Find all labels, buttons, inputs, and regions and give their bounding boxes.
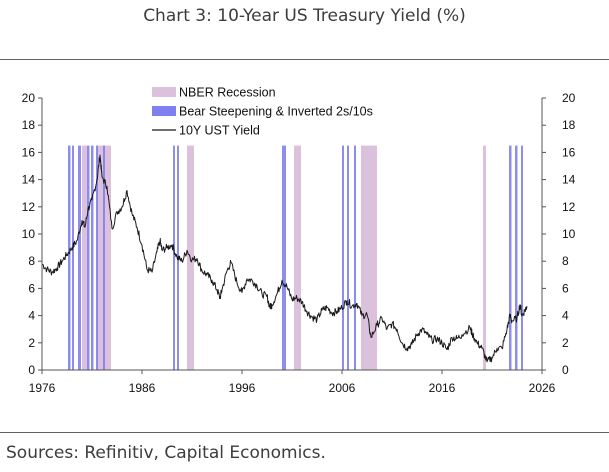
y-tick-label-left: 20 bbox=[22, 91, 36, 105]
y-tick-label-left: 18 bbox=[22, 118, 36, 132]
y-tick-label-right: 12 bbox=[562, 200, 576, 214]
y-tick-label-left: 10 bbox=[22, 227, 36, 241]
bear-steepening-band bbox=[87, 145, 90, 370]
chart-title: Chart 3: 10-Year US Treasury Yield (%) bbox=[143, 6, 466, 26]
yield-line-layer bbox=[41, 154, 528, 363]
bear-steepening-band bbox=[68, 145, 71, 370]
bear-steepening-band bbox=[78, 145, 81, 370]
source-note: Sources: Refinitiv, Capital Economics. bbox=[6, 443, 326, 463]
bear-steepening-band bbox=[96, 145, 98, 370]
legend: NBER Recession Bear Steepening & Inverted… bbox=[152, 86, 373, 138]
recession-band bbox=[483, 145, 486, 370]
yield-line bbox=[41, 154, 528, 363]
y-tick-label-left: 16 bbox=[22, 145, 36, 159]
legend-label: 10Y UST Yield bbox=[179, 124, 260, 138]
y-tick-label-right: 14 bbox=[562, 173, 576, 187]
bottom-divider bbox=[0, 432, 609, 433]
y-tick-label-left: 8 bbox=[28, 254, 35, 268]
x-tick-label: 2006 bbox=[329, 381, 356, 395]
recession-band bbox=[361, 145, 377, 370]
y-tick-label-right: 18 bbox=[562, 118, 576, 132]
y-tick-label-right: 0 bbox=[562, 363, 569, 377]
x-tick-label: 1986 bbox=[129, 381, 156, 395]
y-tick-label-right: 6 bbox=[562, 281, 569, 295]
recession-band bbox=[294, 145, 301, 370]
y-tick-label-right: 10 bbox=[562, 227, 576, 241]
y-tick-label-right: 8 bbox=[562, 254, 569, 268]
bear-steepening-band bbox=[282, 145, 286, 370]
y-tick-label-left: 6 bbox=[28, 281, 35, 295]
recession-band bbox=[82, 145, 87, 370]
y-tick-label-left: 0 bbox=[28, 363, 35, 377]
x-tick-label: 2016 bbox=[429, 381, 456, 395]
y-tick-label-right: 4 bbox=[562, 309, 569, 323]
y-tick-label-right: 20 bbox=[562, 91, 576, 105]
bear-steepening-band bbox=[91, 145, 94, 370]
x-tick-label: 1996 bbox=[229, 381, 256, 395]
bear-steepening-band bbox=[72, 145, 74, 370]
x-tick-label: 2026 bbox=[529, 381, 556, 395]
top-divider bbox=[0, 59, 609, 60]
x-tick-label: 1976 bbox=[29, 381, 56, 395]
bear-steepening-band bbox=[521, 145, 523, 370]
legend-swatch bbox=[152, 106, 176, 116]
legend-swatch bbox=[152, 87, 176, 97]
y-tick-label-left: 14 bbox=[22, 173, 36, 187]
bear-steepening-band bbox=[515, 145, 518, 370]
chart-area: 0 2 4 6 8 10 12 14 16 18 20 0 2 4 6 8 10 12 14 16 18 20 1976 19… bbox=[22, 86, 576, 396]
legend-label: Bear Steepening & Inverted 2s/10s bbox=[179, 105, 373, 119]
bear-steepening-band bbox=[509, 145, 512, 370]
bear-steepening-band bbox=[342, 145, 344, 370]
axes: 0 2 4 6 8 10 12 14 16 18 20 0 2 4 6 8 10 12 14 16 18 20 1976 19… bbox=[22, 91, 576, 395]
bear-steepening-band bbox=[103, 145, 105, 370]
y-tick-label-right: 2 bbox=[562, 336, 569, 350]
y-tick-label-left: 12 bbox=[22, 200, 36, 214]
bear-steepening-band bbox=[354, 145, 356, 370]
bear-steepening-bands bbox=[68, 145, 523, 370]
y-tick-label-right: 16 bbox=[562, 145, 576, 159]
legend-label: NBER Recession bbox=[179, 86, 276, 100]
bear-steepening-band bbox=[173, 145, 175, 370]
y-tick-label-left: 4 bbox=[28, 309, 35, 323]
y-tick-label-left: 2 bbox=[28, 336, 35, 350]
bear-steepening-band bbox=[347, 145, 349, 370]
